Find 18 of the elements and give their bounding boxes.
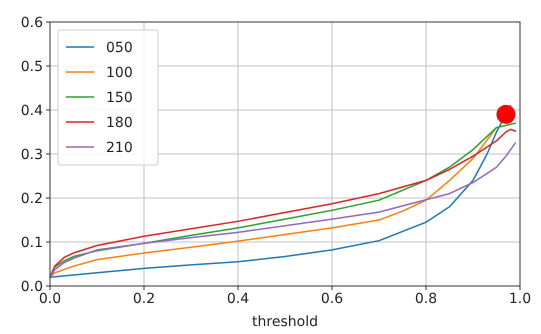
x-tick-label: 0.2 — [132, 291, 156, 307]
y-tick-label: 0.2 — [20, 191, 43, 207]
legend-label: 100 — [106, 65, 133, 81]
x-axis-title: threshold — [252, 314, 318, 330]
legend-label: 180 — [106, 115, 133, 131]
x-tick-label: 0.8 — [414, 291, 438, 307]
y-tick-label: 0.6 — [20, 15, 44, 31]
y-tick-label: 0.4 — [20, 103, 44, 119]
legend-label: 210 — [106, 140, 133, 156]
y-tick-label: 0.5 — [20, 59, 43, 75]
x-tick-label: 1.0 — [508, 291, 532, 307]
legend-label: 050 — [106, 40, 133, 56]
y-tick-label: 0.3 — [20, 147, 43, 163]
x-tick-label: 0.4 — [226, 291, 250, 307]
legend-label: 150 — [106, 90, 133, 106]
x-tick-label: 0.6 — [320, 291, 344, 307]
x-tick-label: 0.0 — [38, 291, 62, 307]
y-tick-label: 0.1 — [20, 235, 43, 251]
